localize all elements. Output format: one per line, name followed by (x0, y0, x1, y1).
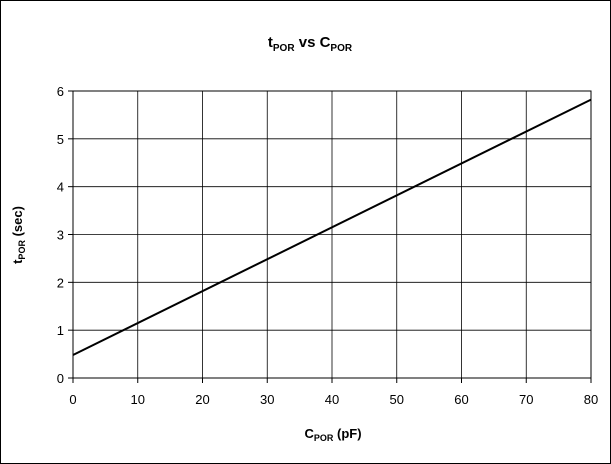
series (72, 98, 592, 356)
x-axis-title-main: C (304, 426, 314, 441)
y-axis-title-sub: POR (17, 240, 27, 260)
x-axis-title-sub: POR (314, 433, 334, 443)
x-axis-title: CPOR (pF) (304, 426, 361, 443)
x-tick-label-30: 30 (260, 392, 274, 407)
y-axis-title: tPOR (sec) (10, 206, 27, 264)
y-tick-label-4: 4 (57, 180, 64, 195)
x-tick-label-70: 70 (519, 392, 533, 407)
chart-title-mid: vs C (295, 34, 331, 51)
x-tick-label-0: 0 (69, 392, 76, 407)
x-tick-label-10: 10 (131, 392, 145, 407)
chart-title: tPOR vs CPOR (268, 34, 353, 54)
x-tick-label-60: 60 (454, 392, 468, 407)
x-axis-title-rest: (pF) (333, 426, 361, 441)
y-tick-label-3: 3 (57, 228, 64, 243)
plot-area-border (72, 90, 592, 379)
y-axis-title-main: t (10, 259, 25, 264)
x-tick-label-20: 20 (195, 392, 209, 407)
ticks: 0 10 20 30 40 50 60 70 80 0 1 2 3 4 5 6 (57, 84, 598, 407)
y-axis-title-rest: (sec) (10, 206, 25, 240)
y-tick-label-2: 2 (57, 275, 64, 290)
y-tick-label-1: 1 (57, 323, 64, 338)
series-line-0 (72, 98, 592, 356)
y-tick-label-6: 6 (57, 84, 64, 99)
x-tick-label-80: 80 (584, 392, 598, 407)
y-tick-label-5: 5 (57, 132, 64, 147)
chart-title-sub2: POR (330, 43, 352, 54)
x-tick-label-50: 50 (390, 392, 404, 407)
x-tick-label-40: 40 (325, 392, 339, 407)
y-tick-label-0: 0 (57, 371, 64, 386)
chart-title-sub: POR (273, 43, 295, 54)
chart-title-main: t (268, 34, 273, 51)
